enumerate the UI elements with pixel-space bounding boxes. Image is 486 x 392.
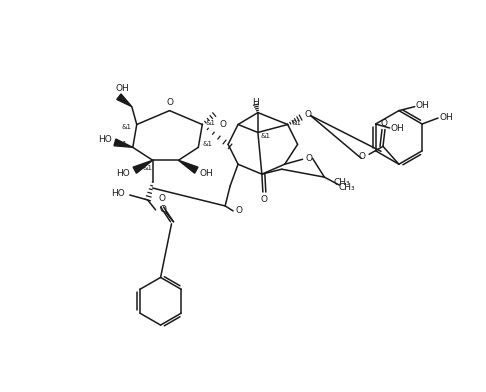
Text: O: O [359, 152, 365, 161]
Text: O: O [166, 98, 173, 107]
Text: CH₃: CH₃ [339, 183, 356, 192]
Text: &1: &1 [118, 142, 128, 147]
Text: HO: HO [98, 135, 112, 144]
Text: O: O [381, 119, 387, 128]
Text: O: O [305, 154, 312, 163]
Text: &1: &1 [205, 120, 215, 125]
Text: O: O [158, 194, 165, 203]
Text: OH: OH [391, 125, 404, 134]
Text: HO: HO [116, 169, 130, 178]
Text: &1: &1 [261, 133, 271, 140]
Text: H: H [253, 98, 260, 107]
Text: O: O [220, 120, 226, 129]
Text: O: O [159, 205, 166, 214]
Text: &1: &1 [143, 165, 153, 171]
Text: OH: OH [439, 113, 453, 122]
Text: CH₃: CH₃ [334, 178, 350, 187]
Text: O: O [260, 196, 267, 205]
Text: &1: &1 [292, 120, 302, 125]
Text: HO: HO [111, 189, 125, 198]
Polygon shape [178, 160, 198, 173]
Polygon shape [133, 160, 153, 173]
Text: OH: OH [416, 101, 430, 110]
Text: O: O [236, 207, 243, 215]
Polygon shape [114, 139, 133, 147]
Text: OH: OH [199, 169, 213, 178]
Text: OH: OH [116, 84, 130, 93]
Text: &1: &1 [122, 125, 132, 131]
Text: &1: &1 [202, 142, 212, 147]
Text: O: O [304, 110, 311, 119]
Polygon shape [117, 94, 132, 107]
